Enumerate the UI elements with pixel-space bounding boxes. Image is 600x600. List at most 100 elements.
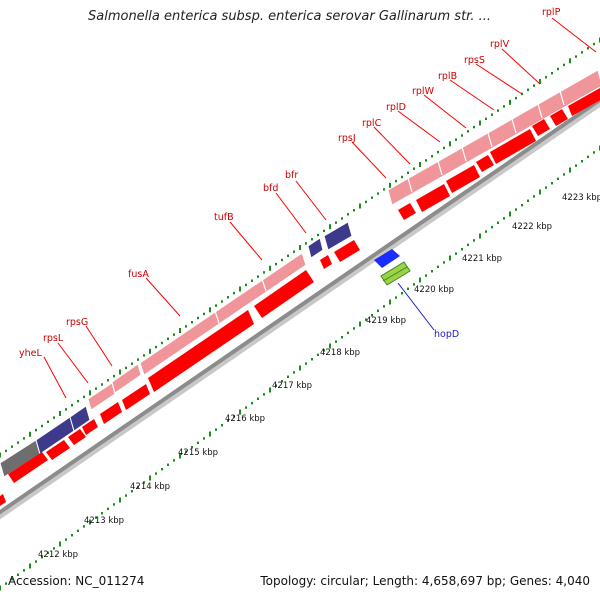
tick-dot [101,383,103,386]
tick-dot [461,134,463,137]
tick-dot [503,105,505,108]
gene-arrow-red[interactable] [416,184,450,212]
gene-label-rplb[interactable]: rplB [438,71,457,82]
tick-dot [83,525,85,528]
tick-dot [83,395,85,399]
tick-dot [257,397,259,400]
gene-arrow-red[interactable] [254,270,314,318]
tick-dot [77,399,79,403]
tick-dot [563,63,565,67]
tick-dot [443,261,445,264]
tick-dot [581,51,583,54]
gene-arrow-red[interactable] [68,429,86,445]
gene-arrow-red[interactable] [490,129,536,164]
gene-block-navy[interactable] [323,221,353,251]
gene-arrow-red[interactable] [100,402,122,424]
tick-dot [353,209,355,212]
gene-arrow-red[interactable] [46,440,70,460]
tick-dot [437,265,439,268]
gene-label-rplc[interactable]: rplC [362,118,382,129]
scale-tick-label: 4214 kbp [130,482,170,492]
gene-arrow-red[interactable] [8,452,48,483]
gene-label-tufb[interactable]: tufB [214,212,234,223]
tick-dot [59,541,61,547]
gene-label-rpsl[interactable]: rpsL [43,333,64,344]
tick-dot [575,55,577,58]
gene-arrow-red[interactable] [0,494,6,506]
gene-label-rplv[interactable]: rplV [490,39,510,50]
gene-block-navy[interactable] [307,237,324,259]
tick-dot [311,238,313,241]
tick-dot [335,340,337,343]
gene-arrow-red[interactable] [122,384,150,410]
tick-dot [125,366,127,370]
gene-arrow-red[interactable] [334,240,360,262]
gene-block-pink[interactable] [87,382,116,411]
gene-arrow-red[interactable] [148,310,254,392]
tick-dot [455,138,457,141]
tick-dot [515,208,517,211]
tick-dot [491,113,493,116]
tick-dot [317,233,319,237]
gene-arrow-red[interactable] [320,255,332,269]
gene-block-pink[interactable] [111,363,142,394]
gene-arrow-blue[interactable] [374,249,400,268]
tick-dot [65,538,67,541]
tick-dot [227,296,229,299]
scale-tick-label: 4219 kbp [366,316,406,326]
gene-arrow-red[interactable] [532,119,550,136]
tick-dot [281,380,283,383]
gene-feature-track [0,69,600,506]
genome-backbone-shadow [0,98,600,520]
gene-arrow-red[interactable] [446,165,480,193]
tick-dot [575,164,577,167]
tick-dot [107,379,109,382]
gene-label-rplp[interactable]: rplP [542,7,561,18]
gene-arrow-red[interactable] [82,419,98,435]
tick-dot [365,200,367,204]
gene-arrow-red[interactable] [398,203,416,220]
tick-dot [167,463,169,466]
tick-dot [563,173,565,176]
tick-dot [173,333,175,336]
tick-dot [587,155,589,158]
tick-dot [203,437,205,440]
tick-dot [23,437,25,440]
gene-label-yhel[interactable]: yheL [19,348,42,359]
gene-label-rplw[interactable]: rplW [412,86,435,97]
gene-arrow-red[interactable] [550,109,568,126]
tick-dot [41,424,43,428]
tick-dot [263,393,265,396]
tick-dot [179,328,181,333]
gene-label-fusa[interactable]: fusA [128,269,149,280]
gene-label-bfr[interactable]: bfr [285,170,298,181]
gene-label-bfd[interactable]: bfd [263,183,278,194]
gene-label-rpld[interactable]: rplD [386,102,406,113]
gene-arrow-red[interactable] [568,88,600,116]
tick-dot [167,337,169,340]
gene-label-hopd[interactable]: hopD [434,329,459,340]
tick-dot [71,404,73,407]
tick-dot [401,175,403,179]
tick-dot [359,203,361,209]
tick-dot [479,233,481,239]
tick-dot [209,307,211,313]
tick-dot [11,445,13,448]
tick-dot [587,47,589,50]
gene-block-pink[interactable] [139,252,307,376]
tick-dot [557,67,559,71]
tick-dot [461,248,463,251]
tick-dot [347,213,349,216]
gene-arrow-red[interactable] [476,155,494,172]
gene-label-rpsj[interactable]: rpsJ [338,133,356,144]
tick-dot [527,199,529,202]
tick-dot [419,277,421,283]
gene-label-rpsg[interactable]: rpsG [66,317,88,328]
gene-block-navy[interactable] [69,405,91,432]
scale-tick-label: 4215 kbp [178,448,218,458]
gene-label-rpss[interactable]: rpsS [464,55,485,66]
scale-tick-label: 4221 kbp [462,254,502,264]
scale-tick-label: 4213 kbp [84,516,124,526]
